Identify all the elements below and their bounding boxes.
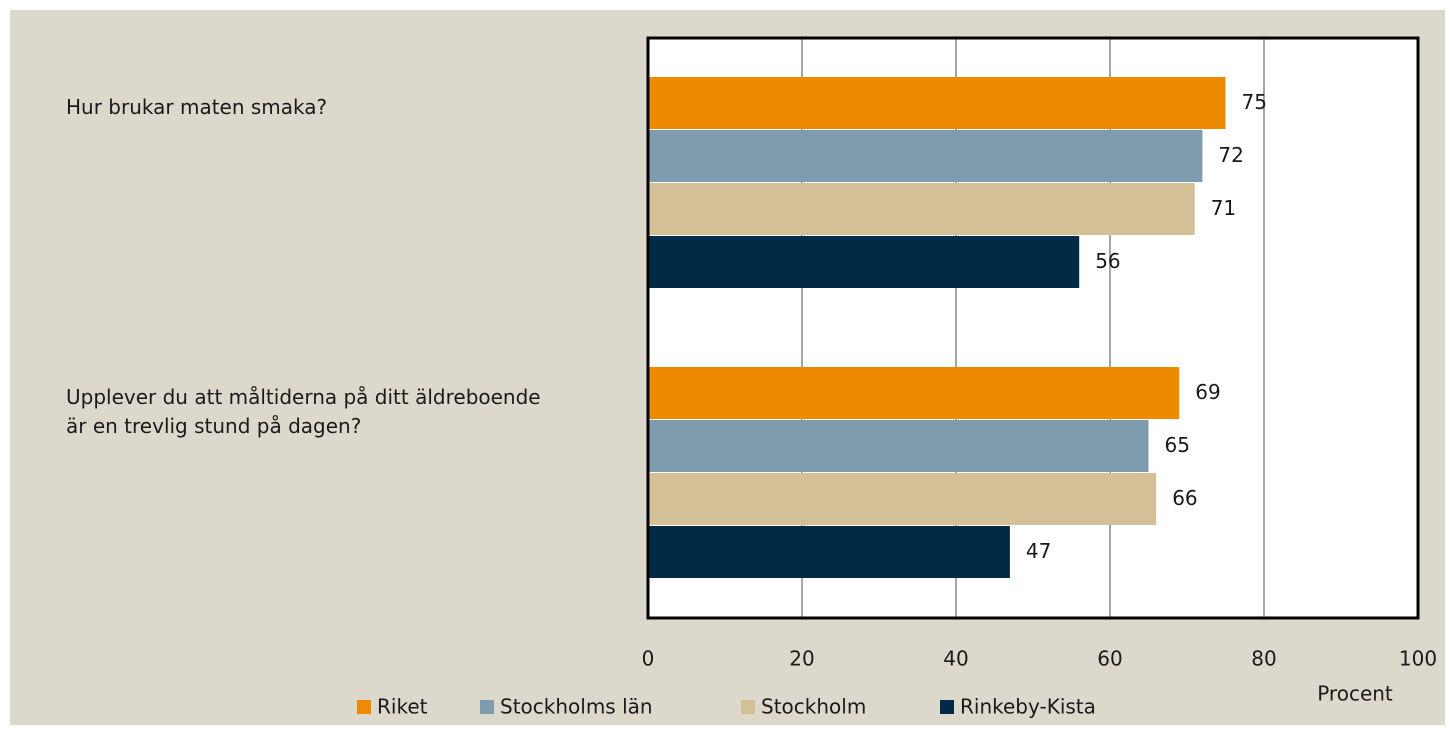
value-label: 75	[1242, 90, 1267, 114]
x-tick-label: 80	[1251, 647, 1276, 671]
category-label: Upplever du att måltiderna på ditt äldre…	[66, 385, 541, 438]
legend-label: Stockholm	[761, 695, 866, 719]
legend-swatch	[741, 700, 755, 714]
x-tick-label: 60	[1097, 647, 1122, 671]
legend-label: Stockholms län	[500, 695, 653, 719]
x-tick-label: 0	[642, 647, 655, 671]
bar	[648, 473, 1157, 525]
bar	[648, 367, 1180, 419]
plot-border	[646, 36, 1420, 620]
legend-label: Rinkeby-Kista	[960, 695, 1096, 719]
legend-swatch	[940, 700, 954, 714]
value-label: 56	[1095, 249, 1120, 273]
value-label: 72	[1218, 143, 1243, 167]
bar	[648, 526, 1010, 578]
value-label: 65	[1165, 433, 1190, 457]
bar	[648, 236, 1080, 288]
x-axis-label: Procent	[1317, 682, 1393, 706]
legend-swatch	[480, 700, 494, 714]
bar	[648, 130, 1203, 182]
value-label: 66	[1172, 486, 1197, 510]
legend-swatch	[357, 700, 371, 714]
value-label: 71	[1211, 196, 1236, 220]
x-tick-label: 100	[1399, 647, 1437, 671]
bar	[648, 183, 1195, 235]
value-label: 47	[1026, 539, 1051, 563]
bar	[648, 420, 1149, 472]
category-label: Hur brukar maten smaka?	[66, 95, 328, 119]
legend-label: Riket	[377, 695, 428, 719]
x-tick-label: 20	[789, 647, 814, 671]
value-label: 69	[1195, 380, 1220, 404]
x-tick-label: 40	[943, 647, 968, 671]
bar	[648, 77, 1226, 129]
